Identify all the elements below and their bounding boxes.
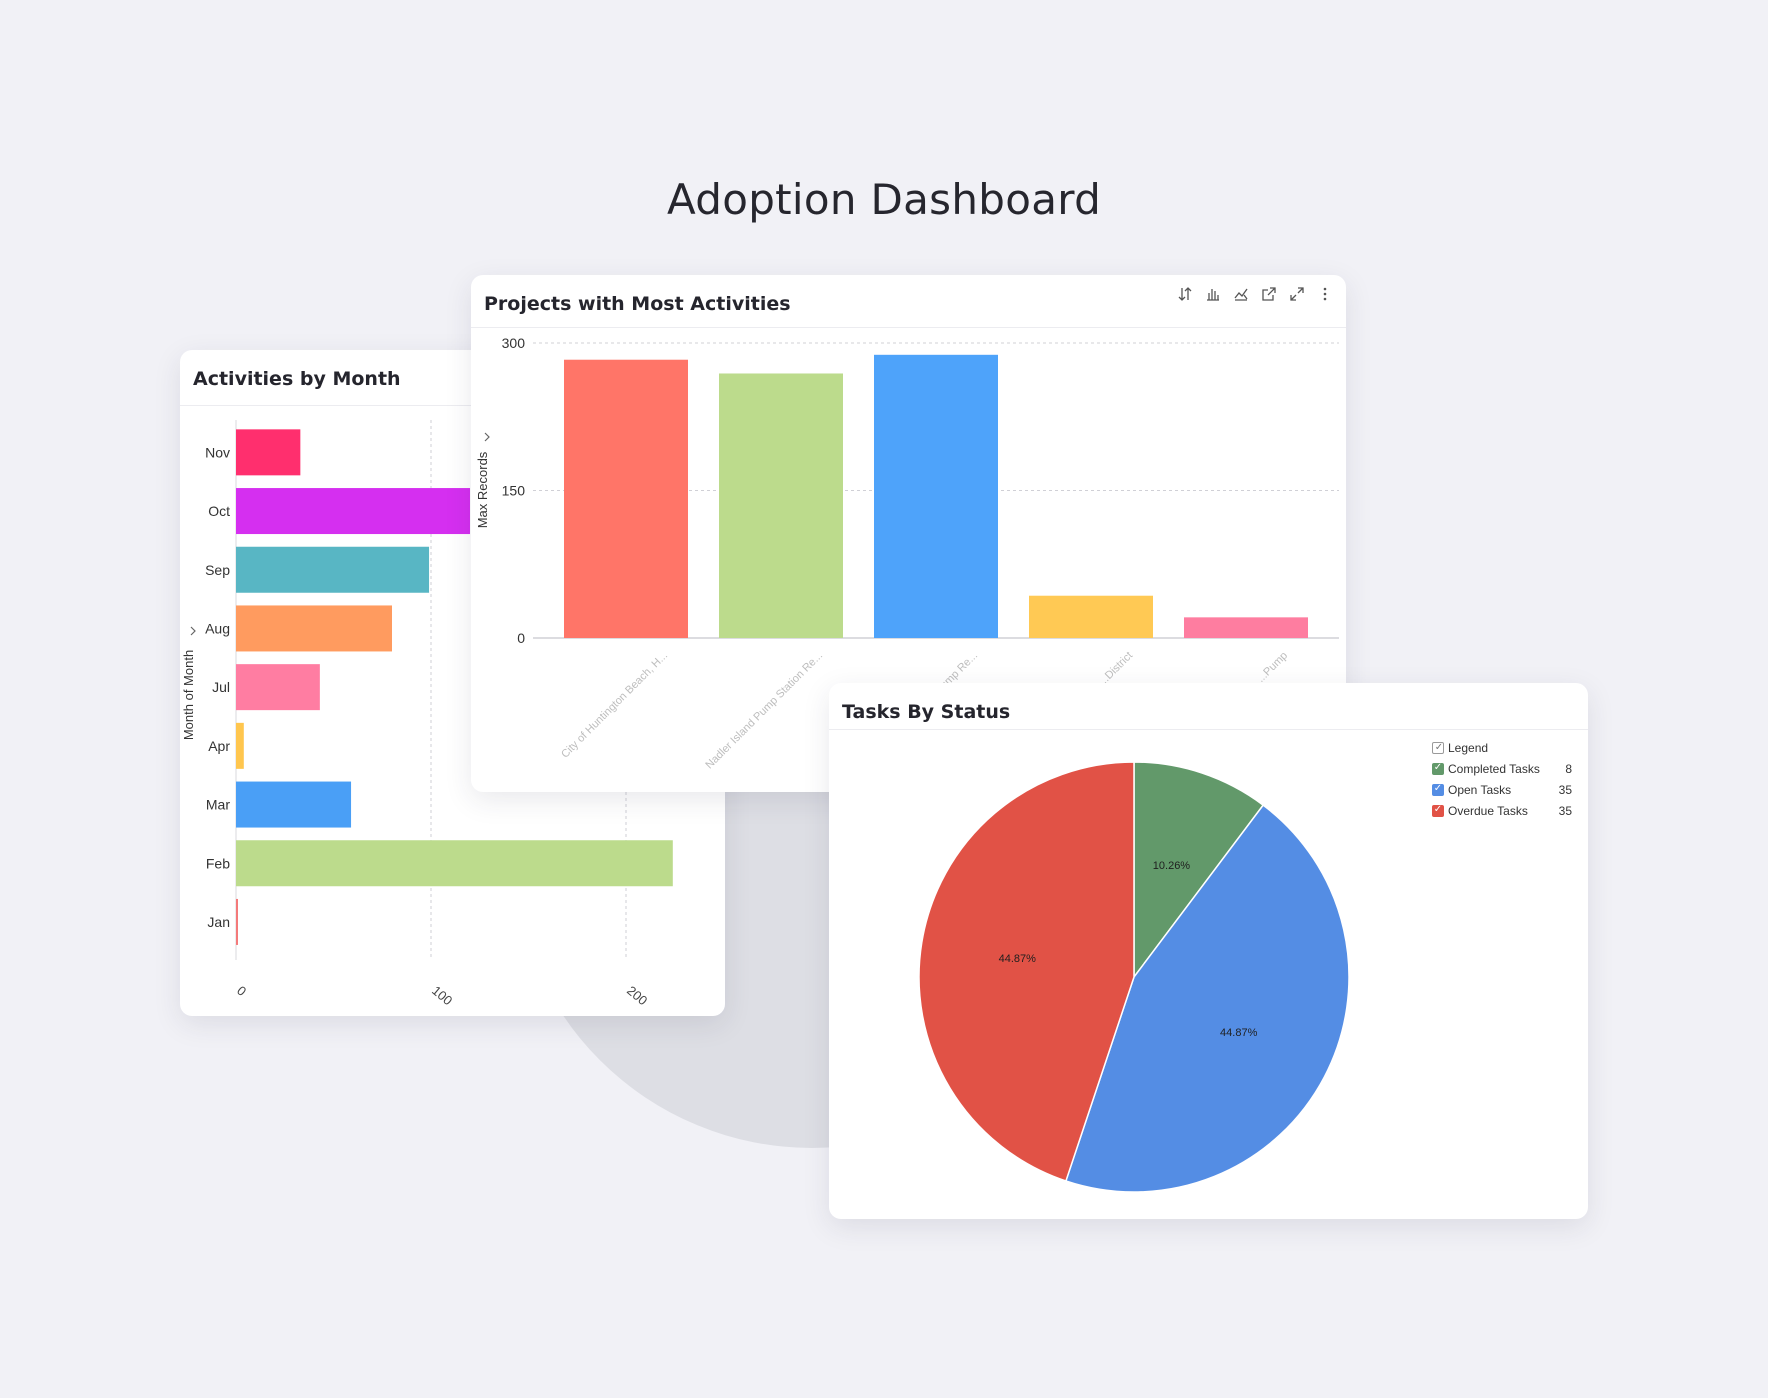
- bar: [236, 546, 430, 593]
- card-divider: [180, 405, 725, 406]
- y-tick-label: Aug: [205, 620, 230, 636]
- chevron-icon: [484, 432, 490, 442]
- activities-bar-chart: Nov Oct Sep Aug Jul Apr Mar Feb Jan 0 100 200 Month …: [181, 420, 673, 1008]
- y-tick-label: Jul: [212, 679, 230, 695]
- bar: [236, 898, 238, 945]
- bar: [236, 605, 392, 652]
- projects-card-title: Projects with Most Activities: [484, 293, 791, 315]
- chart-toolbar: [1174, 283, 1336, 305]
- x-tick-label: ...Pump: [1255, 650, 1290, 685]
- y-axis-label: Max Records: [475, 451, 490, 528]
- bar: [236, 488, 470, 535]
- legend-label: Completed Tasks: [1448, 761, 1540, 776]
- x-tick-label: 100: [429, 983, 455, 1008]
- bar: [874, 354, 998, 638]
- bar: [719, 373, 843, 638]
- y-tick-label: Sep: [205, 562, 230, 578]
- sort-icon[interactable]: [1174, 283, 1196, 305]
- chart-type-icon[interactable]: [1230, 283, 1252, 305]
- projects-bar-chart: 0 150 300 City of Huntington Beach, H... Nad…: [475, 335, 1339, 772]
- pie-legend: ✓ Legend ✓ Completed Tasks 8 ✓ Open Task…: [1432, 737, 1572, 821]
- chevron-icon: [190, 626, 196, 636]
- bar: [564, 359, 688, 638]
- page-title: Adoption Dashboard: [666, 175, 1102, 224]
- legend-item-completed-tasks[interactable]: ✓ Completed Tasks 8: [1432, 758, 1572, 779]
- legend-title: Legend: [1448, 740, 1489, 755]
- y-tick-label: Feb: [206, 855, 230, 871]
- legend-item-overdue-tasks[interactable]: ✓ Overdue Tasks 35: [1432, 800, 1572, 821]
- pie-slice: [1064, 804, 1350, 1193]
- slice-label: 44.87%: [999, 953, 1037, 965]
- pie-slice: [1133, 761, 1265, 980]
- legend-label: Overdue Tasks: [1448, 803, 1528, 818]
- x-tick-label: 200: [624, 983, 650, 1008]
- y-tick-label: Mar: [206, 797, 230, 813]
- legend-item-open-tasks[interactable]: ✓ Open Tasks 35: [1432, 779, 1572, 800]
- y-tick-label: Apr: [208, 738, 230, 754]
- bar: [236, 429, 301, 476]
- tasks-by-status-card: Tasks By Status 10.26% 44.87% 44.87% ✓ Leg…: [829, 683, 1588, 1219]
- bar: [1184, 617, 1308, 638]
- slice-label: 10.26%: [1153, 860, 1191, 872]
- tasks-card-title: Tasks By Status: [842, 701, 1011, 723]
- y-tick-label: 150: [502, 483, 526, 499]
- y-tick-label: 300: [502, 335, 526, 351]
- x-tick-label: 0: [234, 983, 249, 999]
- card-divider: [471, 327, 1346, 328]
- activities-card-title: Activities by Month: [193, 368, 401, 390]
- legend-checkbox[interactable]: ✓: [1432, 761, 1444, 775]
- y-axis-label: Month of Month: [181, 650, 196, 740]
- legend-count: 35: [1558, 782, 1572, 797]
- y-tick-label: Jan: [207, 914, 230, 930]
- card-divider: [829, 729, 1588, 730]
- pie-slice: [918, 761, 1135, 1182]
- legend-checkbox[interactable]: ✓: [1432, 803, 1444, 817]
- bar: [236, 722, 244, 769]
- legend-header[interactable]: ✓ Legend: [1432, 737, 1572, 758]
- bar: [236, 840, 673, 887]
- expand-icon[interactable]: [1286, 283, 1308, 305]
- x-tick-label: Nadler Island Pump Station Re...: [703, 650, 825, 772]
- y-tick-label: 0: [517, 630, 525, 646]
- bar: [236, 781, 352, 828]
- y-tick-label: Oct: [208, 503, 230, 519]
- legend-count: 35: [1558, 803, 1572, 818]
- tasks-pie-chart: 10.26% 44.87% 44.87%: [918, 761, 1350, 1193]
- bar: [236, 664, 320, 711]
- bar-chart-icon[interactable]: [1202, 283, 1224, 305]
- legend-count: 8: [1565, 761, 1572, 776]
- more-options-icon[interactable]: [1314, 283, 1336, 305]
- legend-label: Open Tasks: [1448, 782, 1512, 797]
- x-tick-label: City of Huntington Beach, H...: [559, 650, 670, 761]
- slice-label: 44.87%: [1220, 1027, 1258, 1039]
- y-tick-label: Nov: [205, 444, 230, 460]
- legend-checkbox[interactable]: ✓: [1432, 782, 1444, 796]
- bar: [1029, 595, 1153, 638]
- legend-toggle-checkbox[interactable]: ✓: [1432, 741, 1444, 754]
- open-external-icon[interactable]: [1258, 283, 1280, 305]
